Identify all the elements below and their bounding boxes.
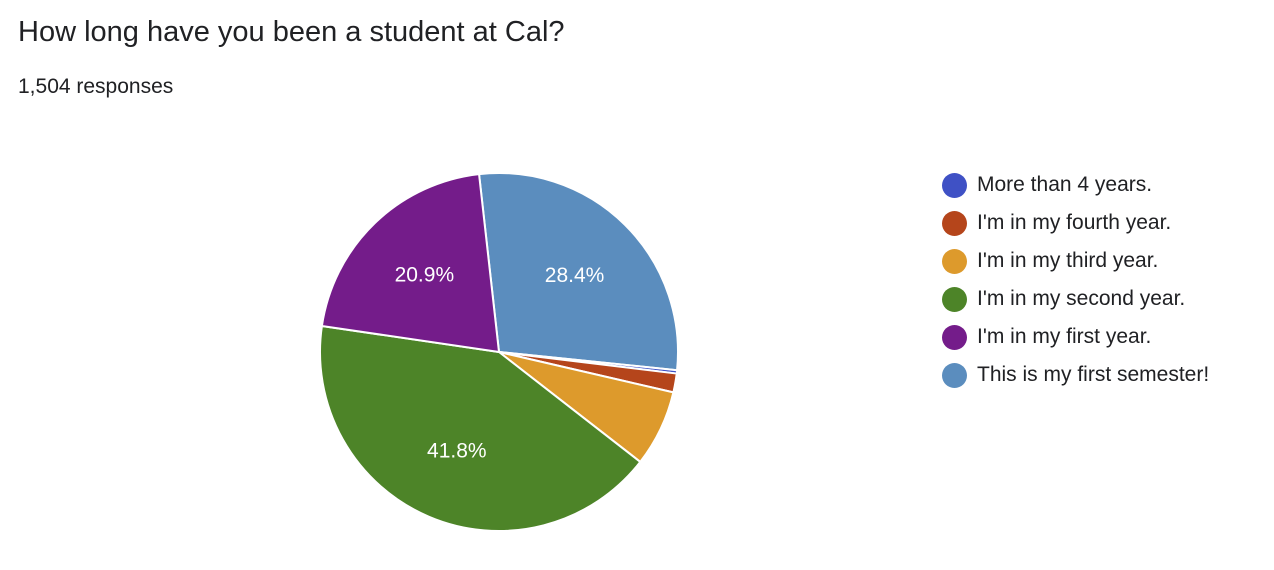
legend-item-i-m-in-my-first-year[interactable]: I'm in my first year. [942,318,1209,356]
legend-label: I'm in my fourth year. [977,211,1172,234]
data-label-this-is-my-first-semester: 28.4% [545,264,605,287]
legend-swatch [942,248,967,274]
legend-label: I'm in my first year. [977,325,1152,348]
legend-item-more-than-4-years[interactable]: More than 4 years. [942,166,1209,204]
chart-legend: More than 4 years. I'm in my fourth year.… [942,166,1209,394]
legend-item-i-m-in-my-second-year[interactable]: I'm in my second year. [942,280,1209,318]
legend-label: I'm in my third year. [977,249,1159,272]
legend-swatch [942,172,967,198]
data-label-i-m-in-my-first-year: 20.9% [395,263,455,286]
pie-slice-i-m-in-my-first-year[interactable] [320,173,500,353]
legend-swatch [942,286,967,312]
legend-label: This is my first semester! [977,363,1210,386]
legend-swatch [942,362,967,388]
data-label-i-m-in-my-second-year: 41.8% [427,439,487,462]
legend-label: More than 4 years. [977,173,1153,196]
legend-swatch [942,210,967,236]
legend-label: I'm in my second year. [977,287,1186,310]
pie-slice-this-is-my-first-semester[interactable] [478,172,679,372]
legend-item-this-is-my-first-semester[interactable]: This is my first semester! [942,356,1209,394]
legend-item-i-m-in-my-fourth-year[interactable]: I'm in my fourth year. [942,204,1209,242]
pie-slice-i-m-in-my-second-year[interactable] [319,324,642,532]
legend-item-i-m-in-my-third-year[interactable]: I'm in my third year. [942,242,1209,280]
chart-title: How long have you been a student at Cal? [18,16,565,48]
response-count: 1,504 responses [18,75,174,98]
legend-swatch [942,324,967,350]
